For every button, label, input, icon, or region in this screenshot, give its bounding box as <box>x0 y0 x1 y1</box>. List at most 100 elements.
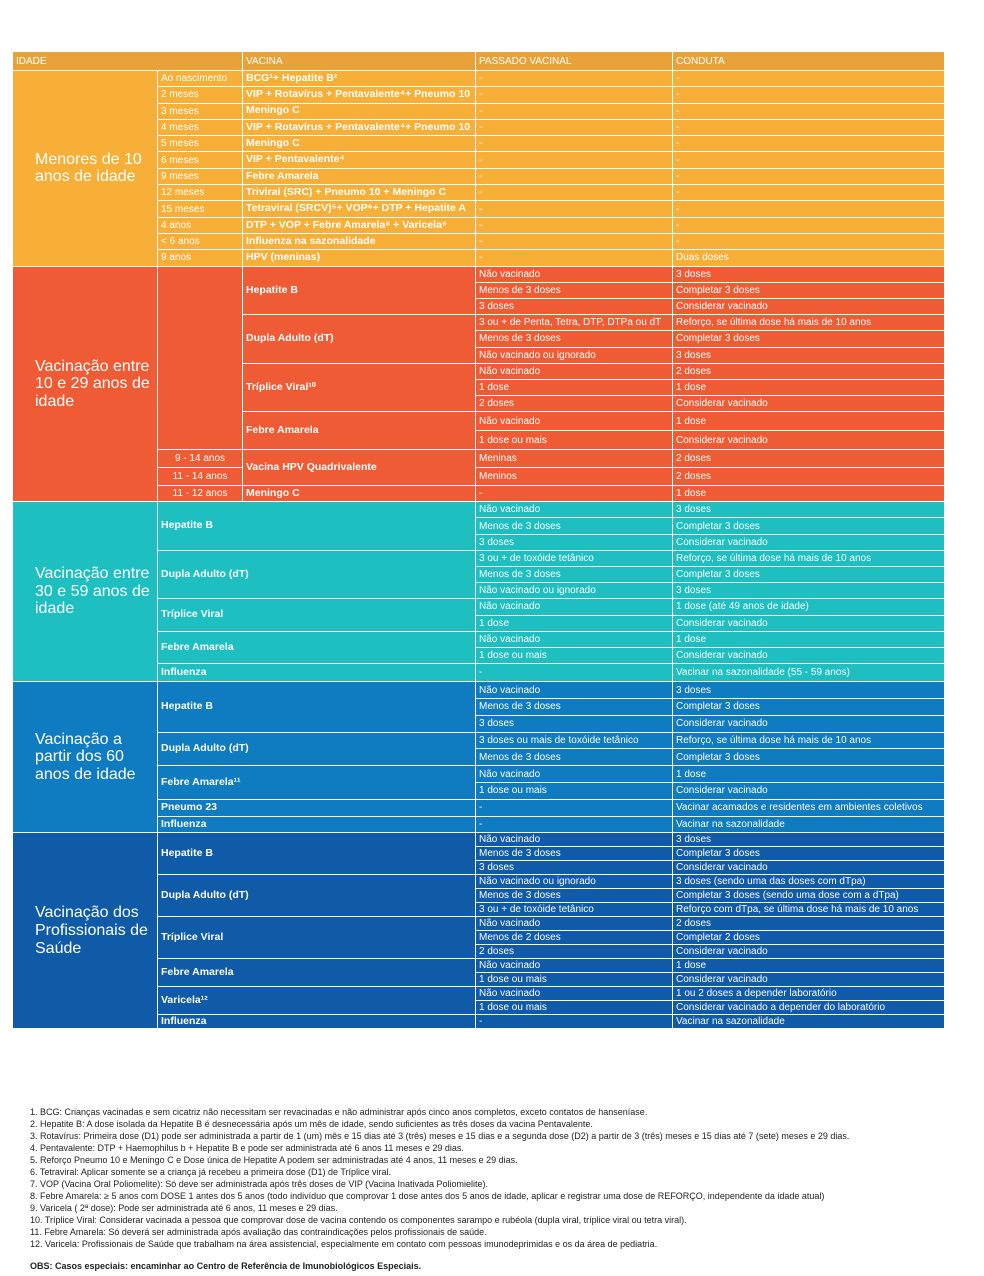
table-row: 9 anos HPV (meninas) - Duas doses <box>13 249 945 267</box>
past-cell: Não vacinado <box>475 411 673 432</box>
conduct-cell: - <box>672 232 945 251</box>
conduct-cell: - <box>672 118 945 137</box>
obs-note: OBS: Casos especiais: encaminhar ao Cent… <box>30 1261 422 1271</box>
past-cell: - <box>475 167 673 186</box>
conduct-cell: Vacinar na sazonalidade (55 - 59 anos) <box>672 663 945 683</box>
past-cell: Menos de 3 doses <box>475 517 673 535</box>
past-cell: - <box>475 135 673 153</box>
table-row: Menos de 3 doses Completar 3 doses <box>13 697 945 716</box>
past-cell: 3 ou + de toxóide tetânico <box>475 549 673 568</box>
conduct-cell: 1 dose <box>672 958 945 974</box>
vaccine-cell: Tríplice Viral¹⁰ <box>242 362 476 413</box>
table-row: Febre Amarela¹¹ Não vacinado 1 dose <box>13 765 945 800</box>
conduct-cell: Completar 3 doses <box>672 748 945 767</box>
vaccine-cell: Hepatite B <box>157 681 476 733</box>
header-conduct: CONDUTA <box>672 51 945 71</box>
past-cell: Não vacinado <box>475 630 673 648</box>
vaccine-cell: Dupla Adulto (dT) <box>157 731 476 767</box>
footnotes: 1. BCG: Crianças vacinadas e sem cicatri… <box>30 1106 970 1250</box>
vaccine-cell: Febre Amarela <box>242 411 476 451</box>
vaccine-cell: Influenza <box>157 815 476 834</box>
vaccine-cell: Influenza <box>157 1014 476 1030</box>
footnote: 3. Rotavírus: Primeira dose (D1) pode se… <box>30 1131 850 1141</box>
age-cell: 11 - 12 anos <box>157 485 243 503</box>
footnote: 4. Pentavalente: DTP + Haemophilus b + H… <box>30 1143 464 1153</box>
past-cell: Não vacinado ou ignorado <box>475 874 673 890</box>
conduct-cell: - <box>672 102 945 120</box>
table-row: 11 - 12 anos Meningo C-1 dose <box>13 485 945 503</box>
past-cell: 1 dose <box>475 378 673 397</box>
table-row: Tríplice Viral Não vacinado 2 doses <box>13 916 945 960</box>
table-row: Vacinação entre 10 e 29 anos de idade Hep… <box>12 265 945 503</box>
vaccine-cell: Triviral (SRC) + Pneumo 10 + Meningo C <box>242 184 476 202</box>
past-cell: - <box>475 118 673 137</box>
table-row: 15 meses Tetraviral (SRCV)⁵+ VOP⁶+ DTP + … <box>13 200 945 218</box>
conduct-cell: Considerar vacinado <box>672 430 945 451</box>
conduct-cell: Vacinar acamados e residentes em ambient… <box>672 798 945 817</box>
past-cell: Menos de 3 doses <box>475 281 673 299</box>
age-cell: 11 - 14 anos <box>157 467 243 487</box>
conduct-cell: Completar 2 doses <box>672 930 945 946</box>
vaccine-cell: Dupla Adulto (dT) <box>242 314 476 364</box>
table-row: Febre Amarela Não vacinado 1 dose <box>13 958 945 988</box>
age-cell: < 6 anos <box>157 232 243 251</box>
past-cell: - <box>475 86 673 104</box>
age-cell: 4 meses <box>157 118 243 137</box>
table-row: 3 meses Meningo C-- <box>13 102 945 120</box>
past-cell: - <box>475 184 673 202</box>
conduct-cell: - <box>672 200 945 218</box>
conduct-cell: 1 dose <box>672 630 945 648</box>
table-row: 3 doses Considerar vacinado <box>13 533 945 551</box>
table-row: Menos de 3 doses Completar 3 doses <box>13 330 945 348</box>
table-row: 9 - 14 anos Vacina HPV Quadrivalente Menin… <box>13 449 945 487</box>
past-cell: - <box>475 663 673 683</box>
conduct-cell: Considerar vacinado a depender do labora… <box>672 1000 945 1016</box>
past-cell: 2 doses <box>475 395 673 413</box>
conduct-cell: - <box>672 216 945 234</box>
vaccine-cell: Febre Amarela <box>242 167 476 186</box>
header-past: PASSADO VACINAL <box>475 51 673 71</box>
conduct-cell: 2 doses <box>672 916 945 932</box>
footnote: 9. Varicela ( 2ª dose): Pode ser adminis… <box>30 1203 338 1213</box>
table-row: Febre Amarela Não vacinado 1 dose <box>13 630 945 665</box>
past-cell: 3 doses <box>475 297 673 316</box>
past-cell: Menos de 2 doses <box>475 930 673 946</box>
conduct-cell: Duas doses <box>672 249 945 267</box>
table-row: 5 meses Meningo C-- <box>13 135 945 153</box>
past-cell: 3 doses <box>475 714 673 733</box>
past-cell: - <box>475 102 673 120</box>
past-cell: Não vacinado <box>475 681 673 699</box>
table-row: 1 dose ou mais Considerar vacinado <box>13 781 945 800</box>
conduct-cell: Completar 3 doses <box>672 517 945 535</box>
past-cell: Não vacinado <box>475 598 673 616</box>
conduct-cell: Considerar vacinado <box>672 781 945 800</box>
conduct-cell: Considerar vacinado <box>672 972 945 988</box>
conduct-cell: 3 doses (sendo uma das doses com dTpa) <box>672 874 945 890</box>
age-cell: 12 meses <box>157 184 243 202</box>
age-cell: 3 meses <box>157 102 243 120</box>
table-row: Vacinação a partir dos 60 anos de idade H… <box>12 681 945 834</box>
past-cell: Menos de 3 doses <box>475 330 673 348</box>
age-cell: 4 anos <box>157 216 243 234</box>
table-row: Menos de 3 doses Completar 3 doses <box>13 517 945 535</box>
table-row: 11 - 14 anos Meninos 2 doses <box>13 467 945 487</box>
vaccine-cell: Febre Amarela¹¹ <box>157 765 476 800</box>
past-cell: Menos de 3 doses <box>475 565 673 584</box>
past-cell: 3 doses <box>475 533 673 551</box>
past-cell: 1 dose ou mais <box>475 781 673 800</box>
past-cell: - <box>475 798 673 817</box>
conduct-cell: Reforço, se última dose há mais de 10 an… <box>672 314 945 332</box>
vaccine-cell: Influenza <box>157 663 476 683</box>
past-cell: - <box>475 815 673 834</box>
conduct-cell: - <box>672 69 945 88</box>
past-cell: Menos de 3 doses <box>475 697 673 716</box>
table-row: Dupla Adulto (dT) 3 doses ou mais de toxó… <box>13 731 945 767</box>
conduct-cell: 1 dose <box>672 765 945 783</box>
vaccine-cell: Dupla Adulto (dT) <box>157 549 476 600</box>
past-cell: Não vacinado <box>475 265 673 283</box>
table-row: Dupla Adulto (dT) Não vacinado ou ignorad… <box>13 874 945 918</box>
conduct-cell: 2 doses <box>672 362 945 380</box>
vaccine-cell: DTP + VOP + Febre Amarela⁸ + Varicela⁹ <box>242 216 476 234</box>
conduct-cell: Completar 3 doses <box>672 565 945 584</box>
vaccine-cell: Varicela¹² <box>157 986 476 1016</box>
